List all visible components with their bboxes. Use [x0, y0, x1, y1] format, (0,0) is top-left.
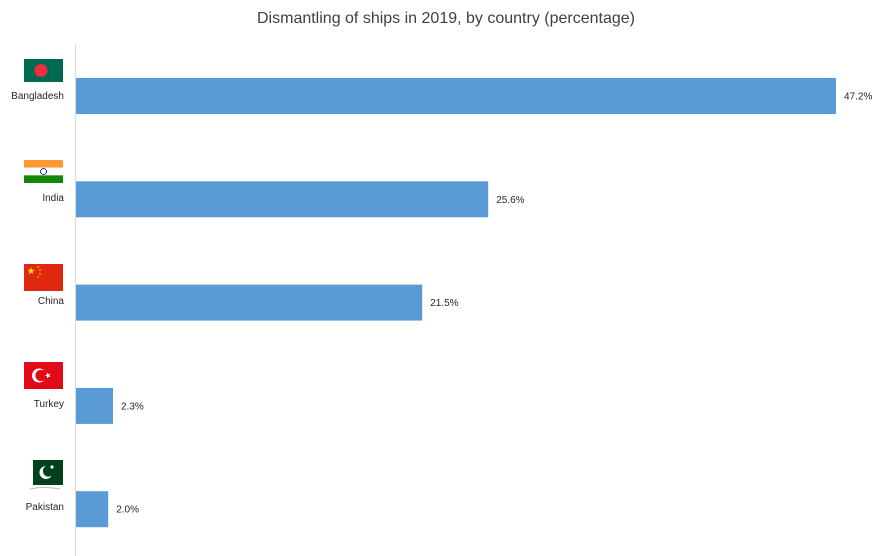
- labels-group: 47.2% Bangladesh 25.6% India 21.5% China 2.3% T…: [11, 91, 872, 516]
- data-label-pakistan: 2.0%: [116, 505, 139, 516]
- data-label-india: 25.6%: [496, 195, 524, 206]
- bar-bangladesh: [76, 78, 836, 114]
- category-label-bangladesh: Bangladesh: [11, 91, 64, 102]
- category-label-turkey: Turkey: [34, 399, 64, 410]
- data-label-bangladesh: 47.2%: [844, 92, 872, 103]
- bar-turkey: [76, 387, 113, 424]
- category-label-pakistan: Pakistan: [26, 502, 64, 513]
- category-label-india: India: [42, 193, 64, 204]
- category-label-china: China: [38, 296, 65, 307]
- china-flag-icon: [24, 264, 63, 291]
- turkey-flag-icon: [24, 362, 63, 389]
- pakistan-flag-icon: [24, 460, 63, 490]
- data-label-china: 21.5%: [430, 298, 458, 309]
- bars-group: [76, 78, 836, 528]
- india-flag-icon: [24, 160, 63, 183]
- bar-china: [76, 284, 423, 321]
- flags-group: [24, 59, 63, 490]
- bar-india: [76, 181, 489, 218]
- bar-pakistan: [76, 491, 109, 528]
- chart-title: Dismantling of ships in 2019, by country…: [257, 10, 635, 27]
- data-label-turkey: 2.3%: [121, 401, 144, 412]
- bangladesh-flag-icon: [24, 59, 63, 82]
